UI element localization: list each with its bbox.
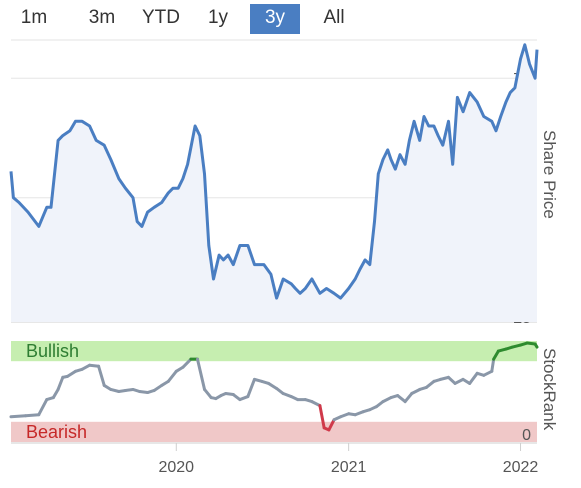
- range-button-3m[interactable]: 3m: [88, 7, 116, 28]
- stockrank-line-segment: [490, 357, 496, 373]
- stockrank-line-segment: [66, 369, 78, 378]
- stockrank-line-segment: [246, 377, 256, 399]
- stockrank-line-segment: [267, 381, 279, 390]
- x-axis-tick-label: 2021: [331, 459, 367, 476]
- x-axis-tick-label: 2020: [158, 459, 194, 476]
- stockrank-line-segment: [88, 363, 101, 368]
- stockrank-line-segment: [318, 404, 326, 430]
- stockrank-line-segment: [37, 398, 49, 417]
- stockrank-line-segment: [468, 371, 479, 385]
- stockrank-band-bearish: [11, 421, 537, 442]
- share-price-line: [9, 43, 539, 300]
- x-axis-tick-label: 2022: [503, 459, 539, 476]
- range-button-3y[interactable]: 3y: [250, 4, 300, 34]
- stockrank-tick-label: 0: [522, 427, 531, 444]
- share-price-axis-title: Share Price: [540, 130, 559, 219]
- range-button-all[interactable]: All: [323, 7, 345, 28]
- stockrank-line-segment: [152, 383, 164, 392]
- stockrank-band-bullish: [11, 341, 537, 362]
- range-button-1y[interactable]: 1y: [207, 7, 229, 28]
- stockrank-band-label-bearish: Bearish: [26, 422, 87, 442]
- stockrank-line-segment: [195, 357, 207, 391]
- stockrank-line-segment: [424, 379, 436, 389]
- stockrank-axis-title: StockRank: [540, 348, 559, 431]
- stockrank-line-segment: [166, 369, 178, 383]
- price-area-fill: [11, 44, 537, 323]
- stockrank-line-segment: [492, 349, 500, 361]
- stockrank-line-segment: [403, 392, 414, 404]
- stockrank-line-segment: [9, 414, 28, 419]
- stockrank-line-segment: [203, 387, 213, 400]
- stockrank-line-segment: [396, 394, 407, 404]
- stockrank-line-segment: [97, 364, 106, 387]
- range-button-1m[interactable]: 1m: [20, 7, 48, 28]
- stockrank-line-segment: [533, 342, 539, 349]
- stockrank-band-label-bullish: Bullish: [26, 341, 79, 361]
- stockrank-line-segment: [51, 387, 60, 400]
- stockrank-line-segment: [56, 375, 65, 391]
- stockrank-line-segment: [24, 413, 41, 418]
- range-button-ytd[interactable]: YTD: [142, 7, 180, 28]
- stockrank-line-segment: [181, 357, 193, 369]
- stockrank-line-segment: [327, 418, 336, 432]
